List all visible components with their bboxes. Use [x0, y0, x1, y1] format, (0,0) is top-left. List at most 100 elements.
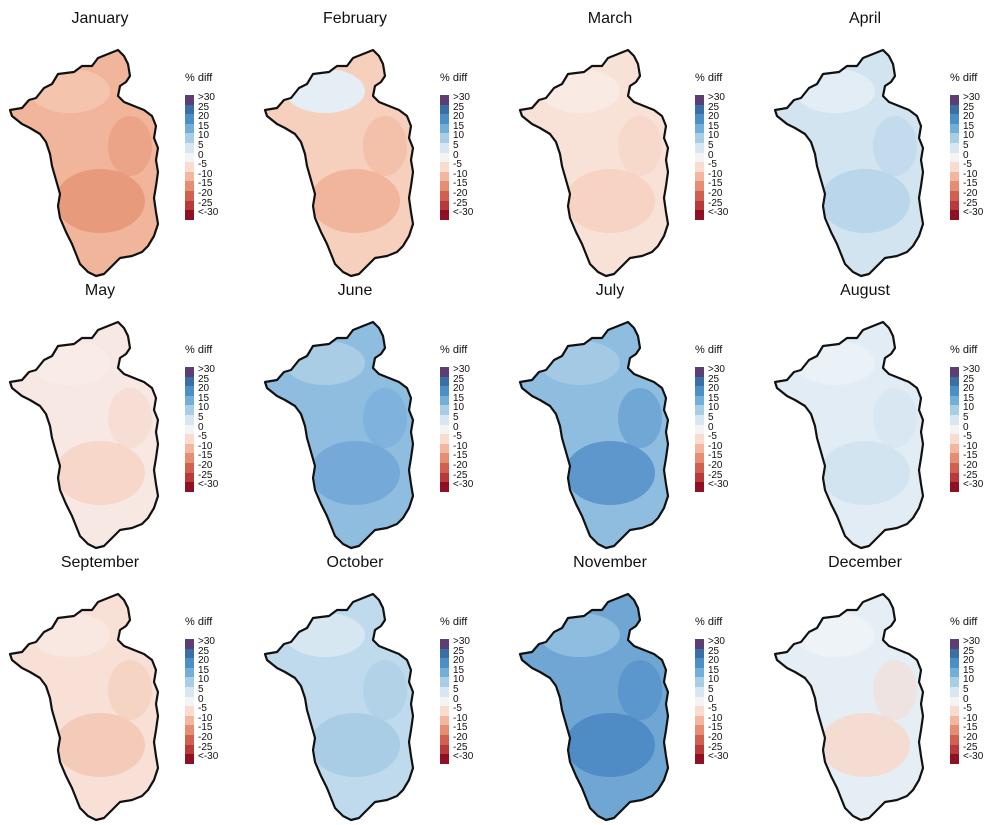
legend-swatch — [950, 171, 959, 182]
legend-label: 10 — [963, 130, 975, 142]
legend-label: -10 — [198, 440, 213, 452]
legend-swatch — [440, 395, 449, 406]
legend-swatch — [950, 453, 959, 463]
legend-label: 15 — [708, 392, 720, 404]
legend-swatch — [185, 648, 194, 659]
legend-swatch — [440, 414, 449, 425]
legend-label: 15 — [963, 392, 975, 404]
legend-label: -15 — [963, 722, 978, 734]
legend-swatch — [950, 472, 959, 483]
legend-label: -25 — [963, 197, 978, 209]
legend-label: 25 — [708, 645, 720, 657]
legend-label: -5 — [708, 703, 717, 715]
legend-label: 20 — [708, 111, 720, 123]
legend-swatch — [695, 123, 704, 134]
legend-swatch — [440, 95, 449, 105]
legend-label: -5 — [963, 703, 972, 715]
legend-label: -5 — [198, 159, 207, 171]
legend-swatch — [185, 696, 194, 707]
legend-label: 20 — [198, 655, 210, 667]
legend-label: 5 — [198, 411, 204, 423]
map-anomaly-area — [310, 169, 400, 233]
legend-label: 5 — [963, 411, 969, 423]
legend-label: 5 — [453, 683, 459, 695]
legend-label: 0 — [198, 421, 204, 433]
legend-labels: >30 25 20 15 10 5 0 -5 -10 -15 -20 -25 <-30 — [453, 365, 473, 490]
legend-label: -15 — [708, 450, 723, 462]
legend-label: 0 — [708, 421, 714, 433]
legend-color-bar — [440, 367, 449, 492]
legend-swatch — [440, 405, 449, 415]
legend-swatch — [950, 190, 959, 201]
legend-color-bar — [440, 639, 449, 764]
legend-swatch — [440, 114, 449, 124]
legend-label: 0 — [963, 149, 969, 161]
legend-label: -20 — [708, 731, 723, 743]
map-anomaly-area — [310, 441, 400, 505]
map-anomaly-area — [565, 441, 655, 505]
legend-swatch — [695, 200, 704, 211]
panel-title: February — [322, 10, 388, 27]
legend-swatch — [185, 639, 194, 649]
legend-swatch — [950, 443, 959, 454]
legend-swatch — [185, 405, 194, 415]
legend-swatch — [185, 744, 194, 755]
legend-swatch — [950, 434, 959, 444]
legend-label: 25 — [198, 101, 210, 113]
legend-label: -20 — [963, 459, 978, 471]
color-legend: % diff >30 25 20 15 10 5 0 -5 -10 -15 -20 -25 <-30 — [950, 72, 996, 242]
legend-color-bar — [950, 95, 959, 220]
legend-swatch — [950, 744, 959, 755]
legend-swatch — [695, 453, 704, 463]
legend-label: 25 — [963, 101, 975, 113]
color-legend: % diff >30 25 20 15 10 5 0 -5 -10 -15 -20 -25 <-30 — [185, 616, 245, 786]
legend-label: 20 — [453, 383, 465, 395]
legend-swatch — [440, 715, 449, 726]
legend-label: <-30 — [198, 207, 219, 219]
legend-label: >30 — [198, 364, 215, 375]
legend-label: 5 — [453, 411, 459, 423]
legend-label: -15 — [453, 722, 468, 734]
legend-color-bar — [185, 639, 194, 764]
legend-label: 0 — [963, 421, 969, 433]
legend-label: -15 — [453, 450, 468, 462]
region-map — [263, 48, 415, 278]
legend-label: -10 — [708, 712, 723, 724]
legend-label: -25 — [963, 469, 978, 481]
panel-title: July — [595, 282, 625, 299]
legend-label: -10 — [963, 440, 978, 452]
legend-swatch — [950, 424, 959, 435]
legend-swatch — [950, 658, 959, 668]
legend-swatch — [185, 395, 194, 406]
legend-swatch — [185, 200, 194, 211]
legend-swatch — [695, 472, 704, 483]
legend-label: <-30 — [198, 751, 219, 763]
color-legend: % diff >30 25 20 15 10 5 0 -5 -10 -15 -20 -25 <-30 — [695, 344, 755, 514]
legend-labels: >30 25 20 15 10 5 0 -5 -10 -15 -20 -25 <-30 — [453, 93, 473, 218]
legend-label: 20 — [198, 383, 210, 395]
legend-label: <-30 — [453, 479, 474, 491]
legend-swatch — [440, 677, 449, 687]
legend-title: % diff — [440, 344, 468, 356]
legend-swatch — [440, 639, 449, 649]
legend-swatch — [695, 696, 704, 707]
legend-label: >30 — [198, 636, 215, 647]
legend-swatch — [440, 171, 449, 182]
legend-label: -15 — [198, 722, 213, 734]
legend-label: <-30 — [453, 751, 474, 763]
legend-label: 10 — [963, 402, 975, 414]
legend-label: >30 — [963, 636, 980, 647]
legend-swatch — [695, 648, 704, 659]
legend-title: % diff — [950, 616, 978, 628]
legend-swatch — [695, 639, 704, 649]
legend-label: 0 — [453, 421, 459, 433]
legend-label: <-30 — [708, 479, 729, 491]
legend-labels: >30 25 20 15 10 5 0 -5 -10 -15 -20 -25 <-30 — [198, 93, 218, 218]
legend-swatch — [185, 114, 194, 124]
legend-swatch — [950, 667, 959, 678]
legend-swatch — [185, 754, 194, 764]
legend-swatch — [185, 424, 194, 435]
legend-swatch — [440, 696, 449, 707]
legend-swatch — [695, 658, 704, 668]
legend-color-bar — [950, 639, 959, 764]
